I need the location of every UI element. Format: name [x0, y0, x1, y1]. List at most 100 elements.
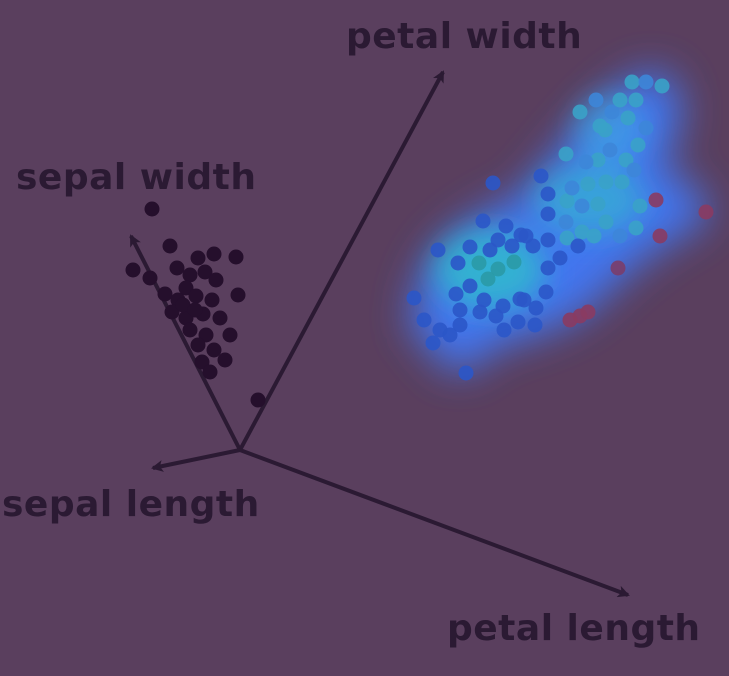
data-point	[598, 214, 614, 230]
data-point	[620, 110, 636, 126]
data-point	[496, 322, 512, 338]
data-point	[475, 213, 491, 229]
data-point	[552, 250, 568, 266]
data-point	[540, 186, 556, 202]
data-point	[540, 232, 556, 248]
data-point	[182, 267, 198, 283]
data-point	[230, 287, 246, 303]
data-point	[452, 317, 468, 333]
data-point	[654, 78, 670, 94]
data-point	[506, 254, 522, 270]
data-point	[222, 327, 238, 343]
petal-length-axis	[239, 448, 630, 598]
data-point	[618, 152, 634, 168]
data-point	[190, 250, 206, 266]
data-point	[416, 312, 432, 328]
data-point	[510, 314, 526, 330]
data-point	[518, 228, 534, 244]
data-point	[570, 238, 586, 254]
data-point	[626, 162, 642, 178]
data-point	[476, 292, 492, 308]
data-point	[490, 261, 506, 277]
data-point	[588, 92, 604, 108]
data-point	[564, 180, 580, 196]
data-point	[527, 317, 543, 333]
petal-width-axis	[238, 70, 445, 451]
data-point	[157, 286, 173, 302]
cluster-setosa	[125, 201, 266, 408]
data-point	[574, 224, 590, 240]
data-point	[698, 204, 714, 220]
cluster-versicolor-virginica	[406, 74, 714, 381]
data-point	[652, 228, 668, 244]
data-point	[212, 310, 228, 326]
data-point	[558, 214, 574, 230]
data-point	[610, 260, 626, 276]
data-point	[504, 238, 520, 254]
data-point	[471, 255, 487, 271]
data-point	[512, 291, 528, 307]
data-point	[624, 74, 640, 90]
data-point	[630, 137, 646, 153]
data-point	[540, 206, 556, 222]
data-point	[430, 242, 446, 258]
data-point	[406, 290, 422, 306]
data-point	[559, 193, 575, 209]
data-point	[488, 308, 504, 324]
data-point	[612, 92, 628, 108]
sepal-length-axis	[151, 448, 241, 472]
petal-width-label: petal width	[346, 16, 583, 57]
data-point	[628, 92, 644, 108]
data-point	[217, 352, 233, 368]
data-point	[574, 198, 590, 214]
data-point	[202, 364, 218, 380]
data-point	[125, 262, 141, 278]
data-point	[175, 297, 191, 313]
data-point	[178, 280, 194, 296]
data-point	[425, 335, 441, 351]
data-point	[482, 242, 498, 258]
data-point	[604, 104, 620, 120]
data-point	[578, 154, 594, 170]
data-point	[533, 168, 549, 184]
data-point	[559, 230, 575, 246]
sepal-width-label: sepal width	[16, 157, 257, 198]
data-point	[194, 354, 210, 370]
data-point	[598, 174, 614, 190]
data-point	[628, 220, 644, 236]
data-point	[162, 238, 178, 254]
data-point	[490, 232, 506, 248]
data-point	[538, 284, 554, 300]
data-point	[462, 239, 478, 255]
data-point	[169, 260, 185, 276]
data-point	[164, 304, 180, 320]
petal-length-label: petal length	[447, 608, 701, 649]
data-point	[590, 196, 606, 212]
data-point	[187, 302, 203, 318]
data-point	[528, 300, 544, 316]
data-point	[206, 342, 222, 358]
data-point	[485, 175, 501, 191]
data-point	[614, 174, 630, 190]
data-point	[198, 327, 214, 343]
data-point	[592, 118, 608, 134]
data-point	[612, 228, 628, 244]
data-point	[632, 198, 648, 214]
data-point	[458, 365, 474, 381]
data-point	[586, 228, 602, 244]
data-point	[480, 271, 496, 287]
data-point	[182, 322, 198, 338]
data-point	[602, 142, 618, 158]
data-point	[190, 337, 206, 353]
data-point	[572, 104, 588, 120]
data-point	[472, 304, 488, 320]
data-point	[498, 218, 514, 234]
data-point	[448, 286, 464, 302]
data-point	[580, 304, 596, 320]
data-point	[562, 312, 578, 328]
sepal-length-label: sepal length	[2, 484, 260, 525]
data-point	[197, 264, 213, 280]
data-point	[228, 249, 244, 265]
data-point	[144, 201, 160, 217]
